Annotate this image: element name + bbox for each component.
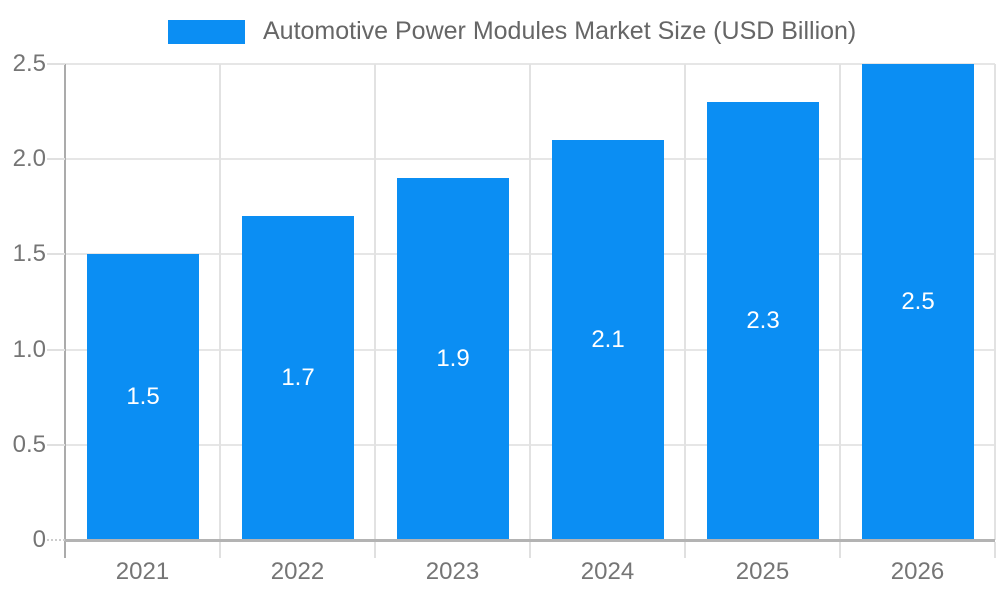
x-tick-mark [219,542,221,558]
bar-value-label: 1.7 [281,364,315,391]
x-tick-mark [684,542,686,558]
y-axis-line [64,64,66,558]
legend-swatch [168,19,245,44]
bar-value-label: 1.9 [436,345,470,372]
x-tick-mark [839,542,841,558]
x-tick-label: 2023 [425,558,480,585]
bar[interactable]: 2.3 [707,102,819,540]
bar-value-label: 2.1 [591,326,625,353]
x-axis-baseline [65,539,995,542]
y-tick-label: 1.0 [12,335,46,363]
y-tick-label: 1.5 [12,240,46,268]
x-tick-label: 2025 [735,558,790,585]
y-tick-label: 0.5 [12,430,46,458]
x-tick-label: 2024 [580,558,635,585]
legend-label: Automotive Power Modules Market Size (US… [263,17,857,45]
x-tick-label: 2022 [270,558,325,585]
x-gridline [529,64,531,540]
y-tick-mark [47,253,65,256]
x-tick-label: 2021 [115,558,170,585]
bar-value-label: 2.5 [901,288,935,315]
y-tick-mark [47,348,65,351]
x-gridline [684,64,686,540]
plot-area: 1.5 1.7 1.9 2.1 2.3 2.5 [65,63,996,540]
y-tick-mark [47,63,65,65]
y-tick-label: 2.5 [12,50,46,77]
bar[interactable]: 1.5 [87,254,199,540]
x-gridline [994,64,996,540]
bar[interactable]: 2.5 [862,64,974,540]
x-gridline [839,64,841,540]
x-tick-mark [374,542,376,558]
y-tick-mark [47,158,65,161]
bar-value-label: 2.3 [746,307,780,334]
y-tick-label: 2.0 [12,145,46,173]
x-tick-mark [529,542,531,558]
bar[interactable]: 1.9 [397,178,509,540]
legend: Automotive Power Modules Market Size (US… [168,17,856,46]
y-tick-mark [47,539,65,541]
bar[interactable]: 2.1 [552,140,664,540]
x-tick-mark [994,542,996,558]
y-tick-label: 0 [32,526,46,553]
y-tick-mark [47,443,65,446]
x-gridline [219,64,221,540]
bar-value-label: 1.5 [126,383,160,410]
bar[interactable]: 1.7 [242,216,354,540]
x-gridline [374,64,376,540]
x-tick-label: 2026 [890,558,945,585]
